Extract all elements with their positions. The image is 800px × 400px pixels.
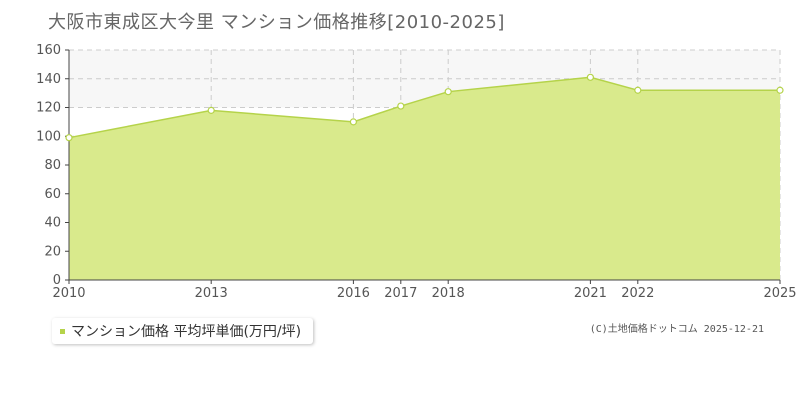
x-tick-label-2025: 2025 — [763, 286, 796, 301]
y-tick-label-140: 140 — [36, 72, 61, 87]
x-tick-label-2010: 2010 — [52, 286, 85, 301]
data-point-2010 — [65, 134, 73, 142]
y-tick-label-120: 120 — [36, 101, 61, 116]
data-point-2017 — [397, 102, 405, 110]
x-tick-label-2013: 2013 — [195, 286, 228, 301]
x-tick-label-2021: 2021 — [574, 286, 607, 301]
x-tick-label-2018: 2018 — [432, 286, 465, 301]
x-tick-label-2016: 2016 — [337, 286, 370, 301]
data-point-2016 — [349, 118, 357, 126]
y-tick-label-40: 40 — [44, 216, 61, 231]
y-tick-label-20: 20 — [44, 244, 61, 259]
y-tick-label-0: 0 — [53, 273, 61, 288]
series-line — [68, 76, 780, 139]
legend-label: マンション価格 平均坪単価(万円/坪) — [71, 324, 302, 340]
series-area — [69, 77, 780, 280]
data-point-2013 — [207, 106, 215, 114]
y-tick-label-80: 80 — [44, 158, 61, 173]
chart-title: 大阪市東成区大今里 マンション価格推移[2010-2025] — [48, 12, 505, 33]
data-point-2021 — [586, 73, 595, 81]
legend-swatch — [60, 328, 65, 334]
y-tick-label-60: 60 — [44, 187, 61, 202]
data-point-2025 — [776, 86, 784, 94]
y-tick-label-160: 160 — [36, 43, 61, 58]
data-point-2018 — [444, 88, 452, 96]
x-tick-label-2022: 2022 — [621, 286, 654, 301]
x-tick-label-2017: 2017 — [384, 286, 417, 301]
y-tick-label-100: 100 — [36, 129, 61, 144]
data-point-2022 — [634, 86, 642, 94]
copyright-text: (C)土地価格ドットコム 2025-12-21 — [589, 324, 764, 335]
legend: マンション価格 平均坪単価(万円/坪) — [52, 318, 314, 344]
